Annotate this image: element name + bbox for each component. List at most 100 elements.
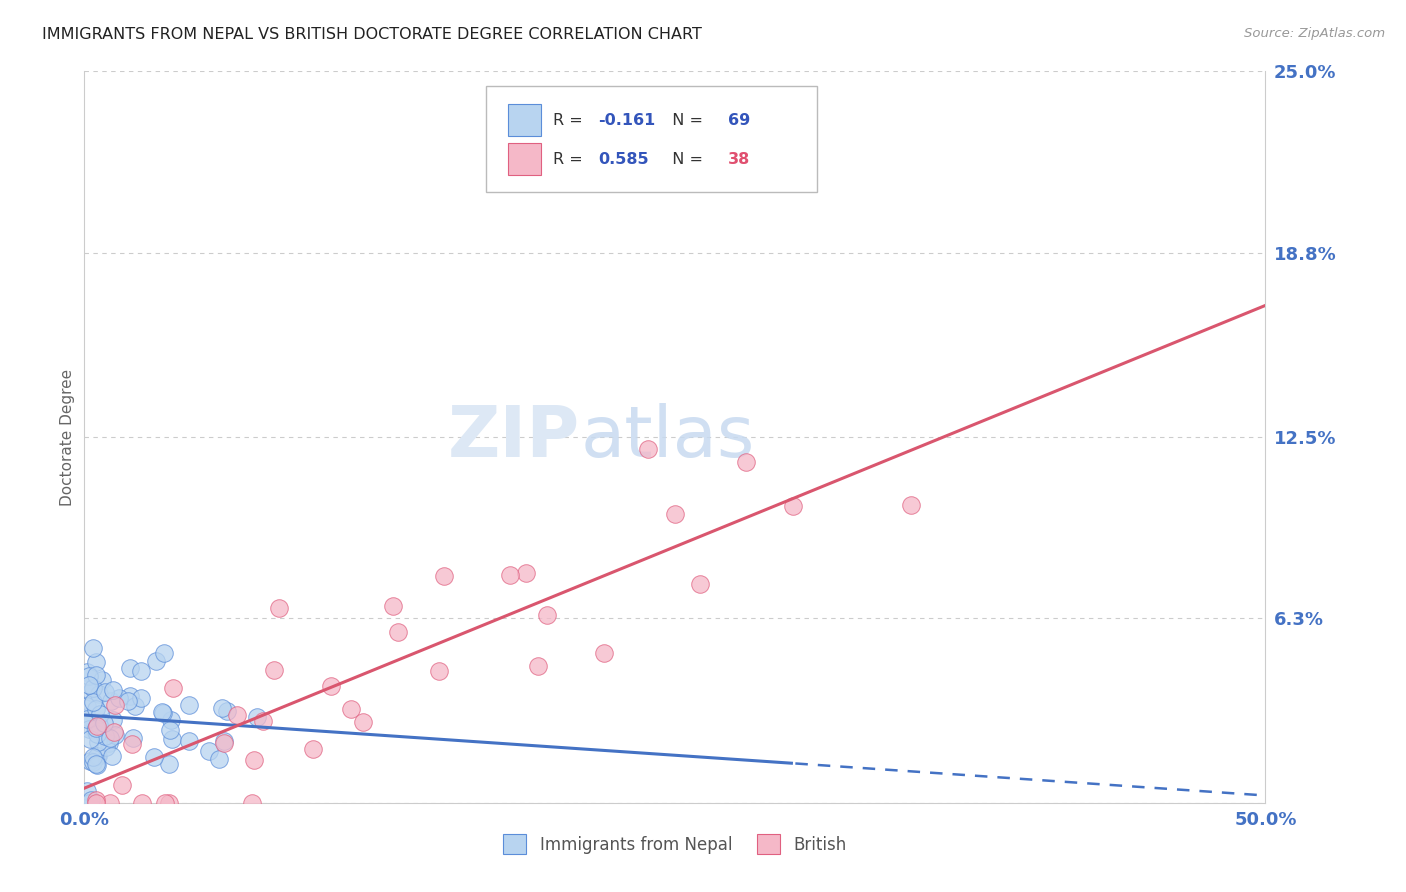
- Point: [157, 756, 180, 771]
- Point: [212, 734, 235, 748]
- Point: [104, 698, 127, 712]
- Point: [77, 669, 100, 683]
- Point: [340, 702, 363, 716]
- Point: [122, 731, 145, 746]
- Point: [77, 796, 100, 810]
- Point: [153, 647, 176, 661]
- Point: [79, 754, 101, 768]
- Point: [252, 714, 274, 728]
- Point: [301, 742, 323, 756]
- Legend: Immigrants from Nepal, British: Immigrants from Nepal, British: [496, 828, 853, 860]
- Point: [240, 796, 263, 810]
- Point: [87, 735, 110, 749]
- Point: [107, 690, 129, 705]
- Point: [103, 724, 125, 739]
- Point: [637, 442, 659, 456]
- Point: [129, 690, 152, 705]
- Point: [82, 641, 104, 656]
- Point: [160, 732, 183, 747]
- Point: [101, 714, 124, 728]
- Point: [86, 727, 108, 741]
- Point: [246, 710, 269, 724]
- FancyBboxPatch shape: [486, 86, 817, 192]
- Text: ZIP: ZIP: [449, 402, 581, 472]
- Point: [177, 733, 200, 747]
- Point: [352, 714, 374, 729]
- Point: [197, 744, 219, 758]
- Point: [98, 731, 121, 746]
- Point: [89, 687, 111, 701]
- Point: [82, 681, 104, 695]
- Point: [498, 568, 520, 582]
- Point: [76, 712, 98, 726]
- Point: [104, 728, 127, 742]
- Point: [177, 698, 200, 712]
- Point: [145, 654, 167, 668]
- Point: [387, 625, 409, 640]
- Point: [76, 784, 98, 798]
- Text: atlas: atlas: [581, 402, 755, 472]
- Point: [427, 665, 450, 679]
- Point: [84, 655, 107, 669]
- Point: [129, 665, 152, 679]
- Point: [86, 748, 108, 763]
- Point: [212, 735, 235, 749]
- Point: [76, 710, 98, 724]
- Point: [84, 721, 107, 735]
- Point: [84, 723, 107, 737]
- Point: [131, 796, 153, 810]
- Point: [217, 705, 239, 719]
- Point: [101, 748, 124, 763]
- Point: [152, 705, 174, 719]
- Point: [84, 793, 107, 807]
- Point: [536, 607, 558, 622]
- Text: N =: N =: [662, 113, 709, 128]
- Point: [77, 678, 100, 692]
- Point: [82, 750, 104, 764]
- Point: [160, 713, 183, 727]
- Point: [84, 668, 107, 682]
- Text: R =: R =: [553, 113, 588, 128]
- Point: [381, 599, 404, 614]
- Point: [111, 778, 134, 792]
- Point: [80, 792, 103, 806]
- Point: [94, 729, 117, 743]
- Point: [76, 665, 98, 680]
- Point: [118, 661, 141, 675]
- Point: [100, 796, 122, 810]
- Point: [101, 683, 124, 698]
- Point: [593, 646, 616, 660]
- FancyBboxPatch shape: [509, 104, 541, 136]
- Point: [225, 707, 247, 722]
- Point: [734, 454, 756, 468]
- Point: [208, 752, 231, 766]
- FancyBboxPatch shape: [509, 143, 541, 175]
- Point: [159, 723, 181, 738]
- Point: [143, 750, 166, 764]
- Point: [118, 689, 141, 703]
- Text: 69: 69: [728, 113, 751, 128]
- Point: [93, 715, 115, 730]
- Point: [515, 566, 537, 581]
- Point: [242, 753, 264, 767]
- Point: [86, 719, 108, 733]
- Point: [82, 755, 104, 769]
- Point: [84, 796, 107, 810]
- Point: [84, 702, 107, 716]
- Point: [90, 673, 112, 687]
- Point: [526, 658, 548, 673]
- Point: [124, 699, 146, 714]
- Point: [93, 685, 115, 699]
- Text: Source: ZipAtlas.com: Source: ZipAtlas.com: [1244, 27, 1385, 40]
- Text: 38: 38: [728, 152, 751, 167]
- Point: [79, 731, 101, 746]
- Point: [263, 663, 285, 677]
- Point: [87, 718, 110, 732]
- Point: [321, 680, 343, 694]
- Y-axis label: Doctorate Degree: Doctorate Degree: [60, 368, 75, 506]
- Point: [782, 499, 804, 513]
- Text: -0.161: -0.161: [598, 113, 655, 128]
- Text: IMMIGRANTS FROM NEPAL VS BRITISH DOCTORATE DEGREE CORRELATION CHART: IMMIGRANTS FROM NEPAL VS BRITISH DOCTORA…: [42, 27, 702, 42]
- Point: [155, 796, 177, 810]
- Point: [82, 695, 104, 709]
